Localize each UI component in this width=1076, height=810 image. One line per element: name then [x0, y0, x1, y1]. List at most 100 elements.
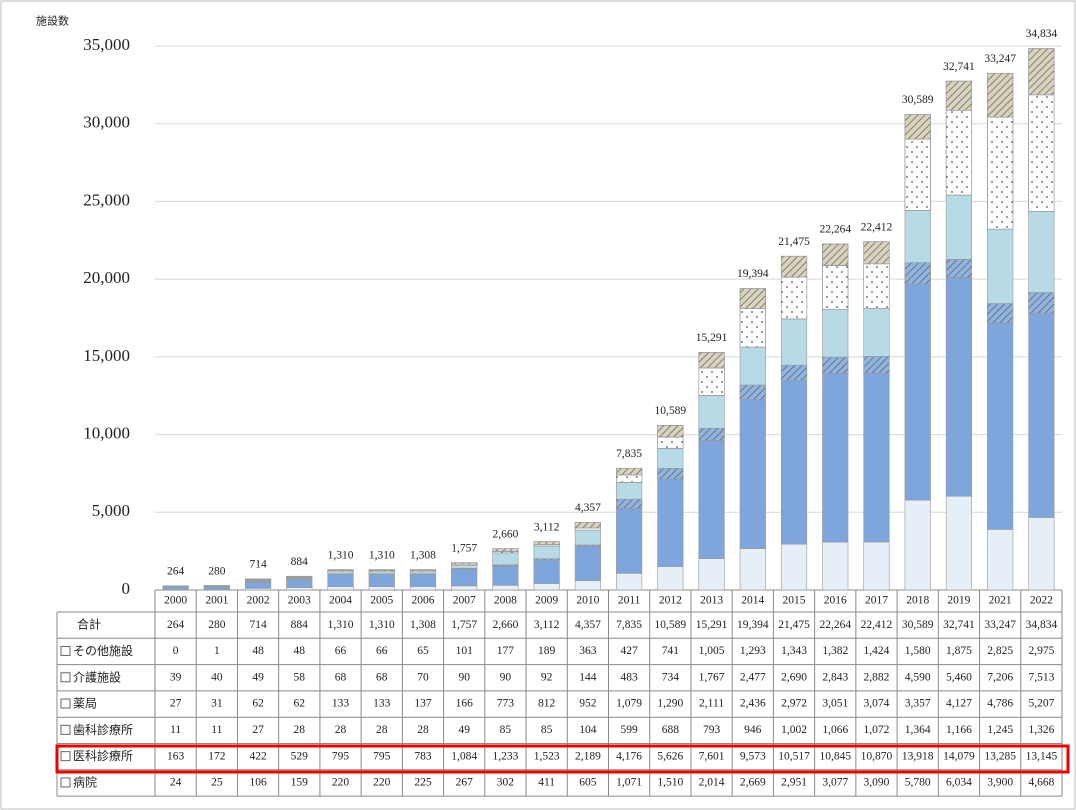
total-cell: 10,589 [655, 619, 687, 631]
table-cell: 2,690 [781, 671, 807, 683]
table-cell: 13,285 [984, 750, 1016, 762]
bar-segment [863, 372, 890, 543]
table-cell: 427 [620, 645, 638, 657]
legend-swatch [60, 724, 71, 735]
bar-segment [1028, 211, 1055, 293]
bar-segment [244, 581, 272, 589]
bar-segment [822, 541, 849, 591]
table-cell: 28 [417, 724, 429, 736]
table-cell: 599 [620, 724, 638, 736]
bar-pattern [780, 276, 808, 320]
total-label: 280 [208, 565, 226, 577]
legend-label: 介護施設 [73, 669, 121, 684]
total-label: 32,741 [943, 61, 975, 73]
total-label: 3,112 [534, 521, 560, 533]
table-cell: 812 [538, 698, 556, 710]
table-cell: 62 [252, 698, 264, 710]
table-cell: 1,245 [987, 724, 1013, 736]
table-cell: 92 [541, 671, 553, 683]
table-cell: 363 [579, 645, 597, 657]
bar-segment [492, 552, 519, 566]
x-tick-label: 2015 [783, 595, 806, 607]
table-cell: 11 [211, 724, 222, 736]
bar-segment [698, 558, 725, 591]
bar-segment [616, 508, 643, 574]
bar-pattern [987, 72, 1014, 118]
table-cell: 734 [662, 671, 680, 683]
total-cell: 7,835 [616, 619, 642, 631]
table-cell: 2,436 [740, 698, 766, 710]
x-tick-label: 2017 [865, 595, 888, 607]
table-cell: 27 [252, 724, 264, 736]
bar-pattern [698, 367, 725, 396]
table-cell: 28 [376, 724, 388, 736]
table-cell: 3,090 [864, 777, 890, 789]
bar-segment [987, 228, 1014, 304]
table-cell: 1,293 [740, 645, 766, 657]
table-cell: 25 [211, 777, 223, 789]
table-cell: 1,875 [946, 645, 972, 657]
total-cell: 714 [249, 619, 267, 631]
x-tick-label: 2016 [824, 595, 847, 607]
bar-segment [203, 586, 230, 590]
table-cell: 4,668 [1028, 777, 1054, 789]
total-cell: 264 [167, 619, 185, 631]
table-cell: 7,513 [1028, 671, 1054, 683]
table-cell: 90 [500, 671, 512, 683]
bar-pattern [698, 352, 725, 369]
bar-pattern [987, 116, 1014, 230]
x-tick-label: 2019 [947, 595, 970, 607]
table-cell: 189 [538, 645, 556, 657]
table-cell: 2,669 [740, 777, 766, 789]
total-label: 264 [167, 566, 185, 578]
table-cell: 5,207 [1028, 698, 1054, 710]
table-cell: 1,580 [905, 645, 931, 657]
highlight-box [55, 744, 1070, 774]
table-cell: 529 [291, 750, 309, 762]
table-cell: 31 [211, 698, 223, 710]
table-cell: 40 [211, 671, 223, 683]
table-cell: 144 [579, 671, 597, 683]
table-cell: 106 [249, 777, 267, 789]
table-cell: 3,357 [905, 698, 931, 710]
total-cell: 33,247 [984, 619, 1016, 631]
total-label: 4,357 [575, 502, 601, 514]
table-cell: 795 [373, 750, 391, 762]
table-cell: 3,077 [822, 777, 848, 789]
total-cell: 19,394 [737, 619, 769, 631]
bar-pattern [1028, 48, 1055, 96]
bar-segment [657, 566, 684, 591]
bar-pattern [409, 569, 437, 571]
table-cell: 411 [538, 777, 555, 789]
bar-pattern [657, 425, 684, 438]
bar-segment [574, 546, 601, 581]
table-cell: 1,382 [822, 645, 848, 657]
table-cell: 2,975 [1028, 645, 1054, 657]
table-cell: 1,166 [946, 724, 972, 736]
total-label: 22,264 [819, 224, 851, 236]
table-cell: 1,326 [1028, 724, 1054, 736]
table-cell: 220 [332, 777, 350, 789]
bar-segment [987, 529, 1014, 591]
table-cell: 1,084 [451, 750, 477, 762]
total-label: 714 [249, 559, 267, 571]
table-cell: 2,189 [575, 750, 601, 762]
bar-segment [657, 448, 684, 469]
table-cell: 6,034 [946, 777, 972, 789]
total-label: 884 [291, 556, 309, 568]
table-cell: 2,843 [822, 671, 848, 683]
legend-label: 病院 [73, 774, 97, 789]
table-cell: 2,882 [864, 671, 890, 683]
total-label: 34,834 [1026, 28, 1058, 40]
table-cell: 1,233 [492, 750, 518, 762]
bar-pattern [162, 585, 189, 587]
table-cell: 3,051 [822, 698, 848, 710]
bar-segment [492, 585, 519, 591]
table-cell: 483 [620, 671, 638, 683]
bar-pattern [368, 569, 395, 571]
x-tick-label: 2002 [247, 595, 270, 607]
bar-segment [822, 309, 849, 358]
y-tick-label: 5,000 [92, 501, 130, 520]
x-tick-label: 2003 [288, 595, 311, 607]
